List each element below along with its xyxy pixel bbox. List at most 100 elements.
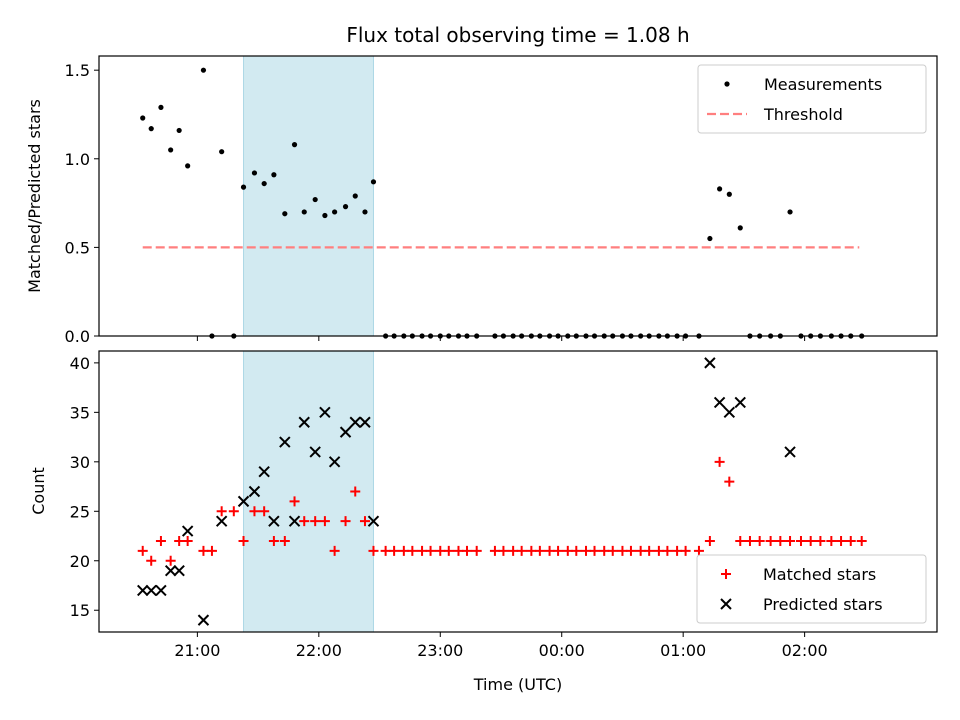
bottom-matched-point — [508, 545, 519, 556]
bottom-y-tick-label: 35 — [70, 403, 90, 422]
bottom-matched-point — [319, 516, 330, 527]
bottom-predicted-point — [155, 584, 167, 597]
bottom-predicted-point — [339, 426, 352, 438]
bottom-matched-point — [805, 535, 816, 546]
bottom-predicted-point — [734, 396, 746, 409]
bottom-matched-point — [826, 535, 837, 546]
bottom-matched-point — [553, 545, 564, 556]
bottom-matched-point — [453, 545, 464, 556]
bottom-predicted-point — [164, 564, 177, 577]
bottom-matched-point — [581, 545, 592, 556]
bottom-matched-point — [146, 555, 157, 566]
bottom-matched-point — [238, 535, 249, 546]
top-measurement-point — [240, 184, 247, 190]
top-measurement-point — [737, 225, 743, 231]
bottom-matched-point — [471, 545, 482, 556]
bottom-matched-point — [744, 535, 755, 546]
bottom-x-tick-label: 02:00 — [782, 641, 828, 660]
bottom-predicted-point — [288, 515, 301, 527]
bottom-matched-point — [417, 545, 428, 556]
bottom-matched-point — [544, 545, 555, 556]
bottom-matched-point — [704, 535, 715, 546]
bottom-matched-point — [165, 555, 176, 566]
bottom-axes-frame — [98, 350, 938, 633]
top-y-tick-label: 1.5 — [65, 61, 90, 80]
bottom-panel-counts: 21:00 22:00 23:00 00:00 01:00 02:00 15 20 25 30 35… — [70, 350, 938, 660]
bottom-legend-label: Predicted stars — [763, 595, 883, 614]
bottom-matched-point — [845, 535, 856, 546]
bottom-predicted-point — [137, 584, 149, 597]
bottom-matched-point — [625, 545, 636, 556]
bottom-matched-point — [785, 535, 796, 546]
bottom-x-tick-label: 23:00 — [417, 641, 463, 660]
bottom-matched-point — [724, 476, 735, 487]
bottom-matched-point — [249, 506, 260, 517]
top-legend-label: Threshold — [763, 105, 843, 124]
top-highlight-span — [243, 55, 374, 337]
top-panel-measurements: 0.0 0.5 1.0 1.5 Measurements Threshold — [65, 55, 938, 346]
bottom-matched-point — [534, 545, 545, 556]
top-y-tick-label: 1.0 — [65, 150, 90, 169]
bottom-predicted-point — [298, 416, 310, 428]
bottom-matched-point — [662, 545, 673, 556]
top-measurement-point — [312, 196, 318, 203]
bottom-predicted-point — [145, 584, 157, 597]
top-measurement-point — [787, 209, 793, 215]
top-measurement-point — [362, 209, 368, 215]
bottom-matched-point — [398, 545, 409, 556]
bottom-matched-point — [425, 545, 436, 556]
bottom-matched-point — [368, 545, 379, 556]
top-measurement-point — [168, 147, 174, 153]
bottom-matched-point — [607, 545, 618, 556]
bottom-matched-point — [443, 545, 454, 556]
top-measurement-point — [140, 115, 146, 121]
bottom-y-axis-label: Count — [29, 467, 48, 515]
bottom-matched-point — [795, 535, 806, 546]
bottom-matched-point — [765, 535, 776, 546]
bottom-predicted-point — [279, 436, 291, 448]
bottom-matched-point — [644, 545, 655, 556]
bottom-matched-point — [279, 535, 290, 546]
top-y-axis-label: Matched/Predicted stars — [25, 99, 44, 293]
bottom-matched-point — [329, 545, 340, 556]
bottom-matched-point — [389, 545, 400, 556]
top-measurement-point — [726, 191, 732, 197]
bottom-matched-point — [359, 516, 370, 527]
bottom-matched-point — [489, 545, 500, 556]
bottom-matched-point — [562, 545, 573, 556]
bottom-x-tick-label: 01:00 — [660, 641, 706, 660]
bottom-y-tick-label: 20 — [70, 552, 90, 571]
top-measurement-point — [332, 209, 338, 215]
bottom-legend-marker-plus — [721, 569, 731, 579]
top-measurement-point — [185, 163, 191, 169]
bottom-predicted-point — [784, 446, 796, 458]
bottom-matched-point — [461, 545, 472, 556]
top-axes-frame — [98, 55, 938, 337]
bottom-predicted-point — [215, 515, 228, 527]
bottom-matched-point — [672, 545, 683, 556]
bottom-matched-point — [289, 496, 300, 507]
bottom-matched-point — [228, 506, 239, 517]
bottom-matched-point — [340, 516, 351, 527]
bottom-matched-point — [635, 545, 646, 556]
top-measurement-point — [301, 209, 307, 215]
bottom-predicted-point — [359, 416, 371, 428]
bottom-predicted-point — [173, 564, 185, 577]
top-y-tick-label: 0.0 — [65, 327, 90, 346]
bottom-predicted-point — [723, 406, 736, 419]
bottom-predicted-point — [248, 485, 261, 498]
bottom-y-tick-label: 25 — [70, 502, 90, 521]
bottom-predicted-point — [237, 495, 250, 508]
bottom-matched-point — [498, 545, 509, 556]
bottom-matched-point — [617, 545, 628, 556]
top-measurement-point — [322, 212, 328, 219]
bottom-matched-point — [735, 535, 746, 546]
bottom-y-tick-label: 40 — [70, 354, 90, 373]
bottom-predicted-point — [309, 446, 321, 458]
bottom-matched-point — [198, 545, 209, 556]
bottom-matched-point — [526, 545, 537, 556]
top-measurement-point — [342, 204, 349, 210]
bottom-matched-point — [693, 545, 704, 556]
top-legend-marker-dot — [724, 81, 730, 87]
